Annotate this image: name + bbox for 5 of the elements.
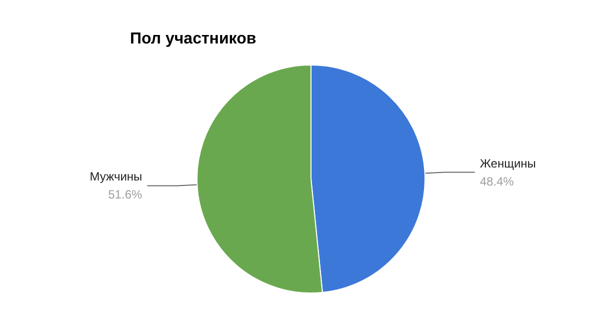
slice-label: Женщины xyxy=(480,156,536,170)
data-label: 48.4% xyxy=(480,174,514,188)
data-label: 51.6% xyxy=(108,188,142,202)
slice-label: Мужчины xyxy=(90,170,142,184)
chart-title: Пол участников xyxy=(130,30,256,48)
